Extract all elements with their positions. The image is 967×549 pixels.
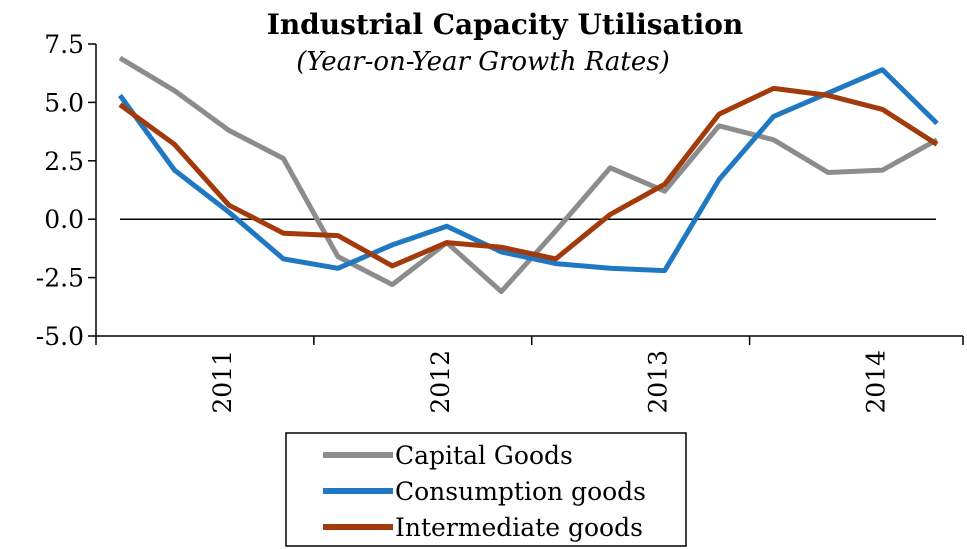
x-tick-label: 2014 (862, 350, 891, 414)
series-line-1 (118, 55, 939, 295)
y-tick-label: 5.0 (44, 88, 84, 117)
x-tick-label: 2013 (644, 350, 673, 414)
legend-label: Consumption goods (395, 477, 646, 506)
x-tick-label: 2012 (426, 350, 455, 414)
axes: 7.5 5.0 2.5 0.0 -2.5 -5.0 2011 2012 2013 2014 (36, 30, 964, 414)
y-tick-label: 0.0 (44, 205, 84, 234)
x-tick-label: 2011 (208, 350, 237, 414)
series-group (117, 55, 939, 295)
y-tick-label: 7.5 (44, 30, 84, 59)
chart-title: Industrial Capacity Utilisation (267, 8, 744, 41)
y-tick-label: -5.0 (36, 322, 84, 351)
legend-label: Intermediate goods (395, 513, 643, 542)
y-tick-label: 2.5 (44, 147, 84, 176)
y-tick-label: -2.5 (36, 264, 84, 293)
legend-label: Capital Goods (395, 441, 573, 470)
series-line-3 (118, 85, 939, 269)
legend: Capital Goods Consumption goods Intermedia… (285, 432, 687, 547)
series-line-2 (117, 67, 939, 274)
chart-subtitle: (Year-on-Year Growth Rates) (296, 47, 670, 77)
